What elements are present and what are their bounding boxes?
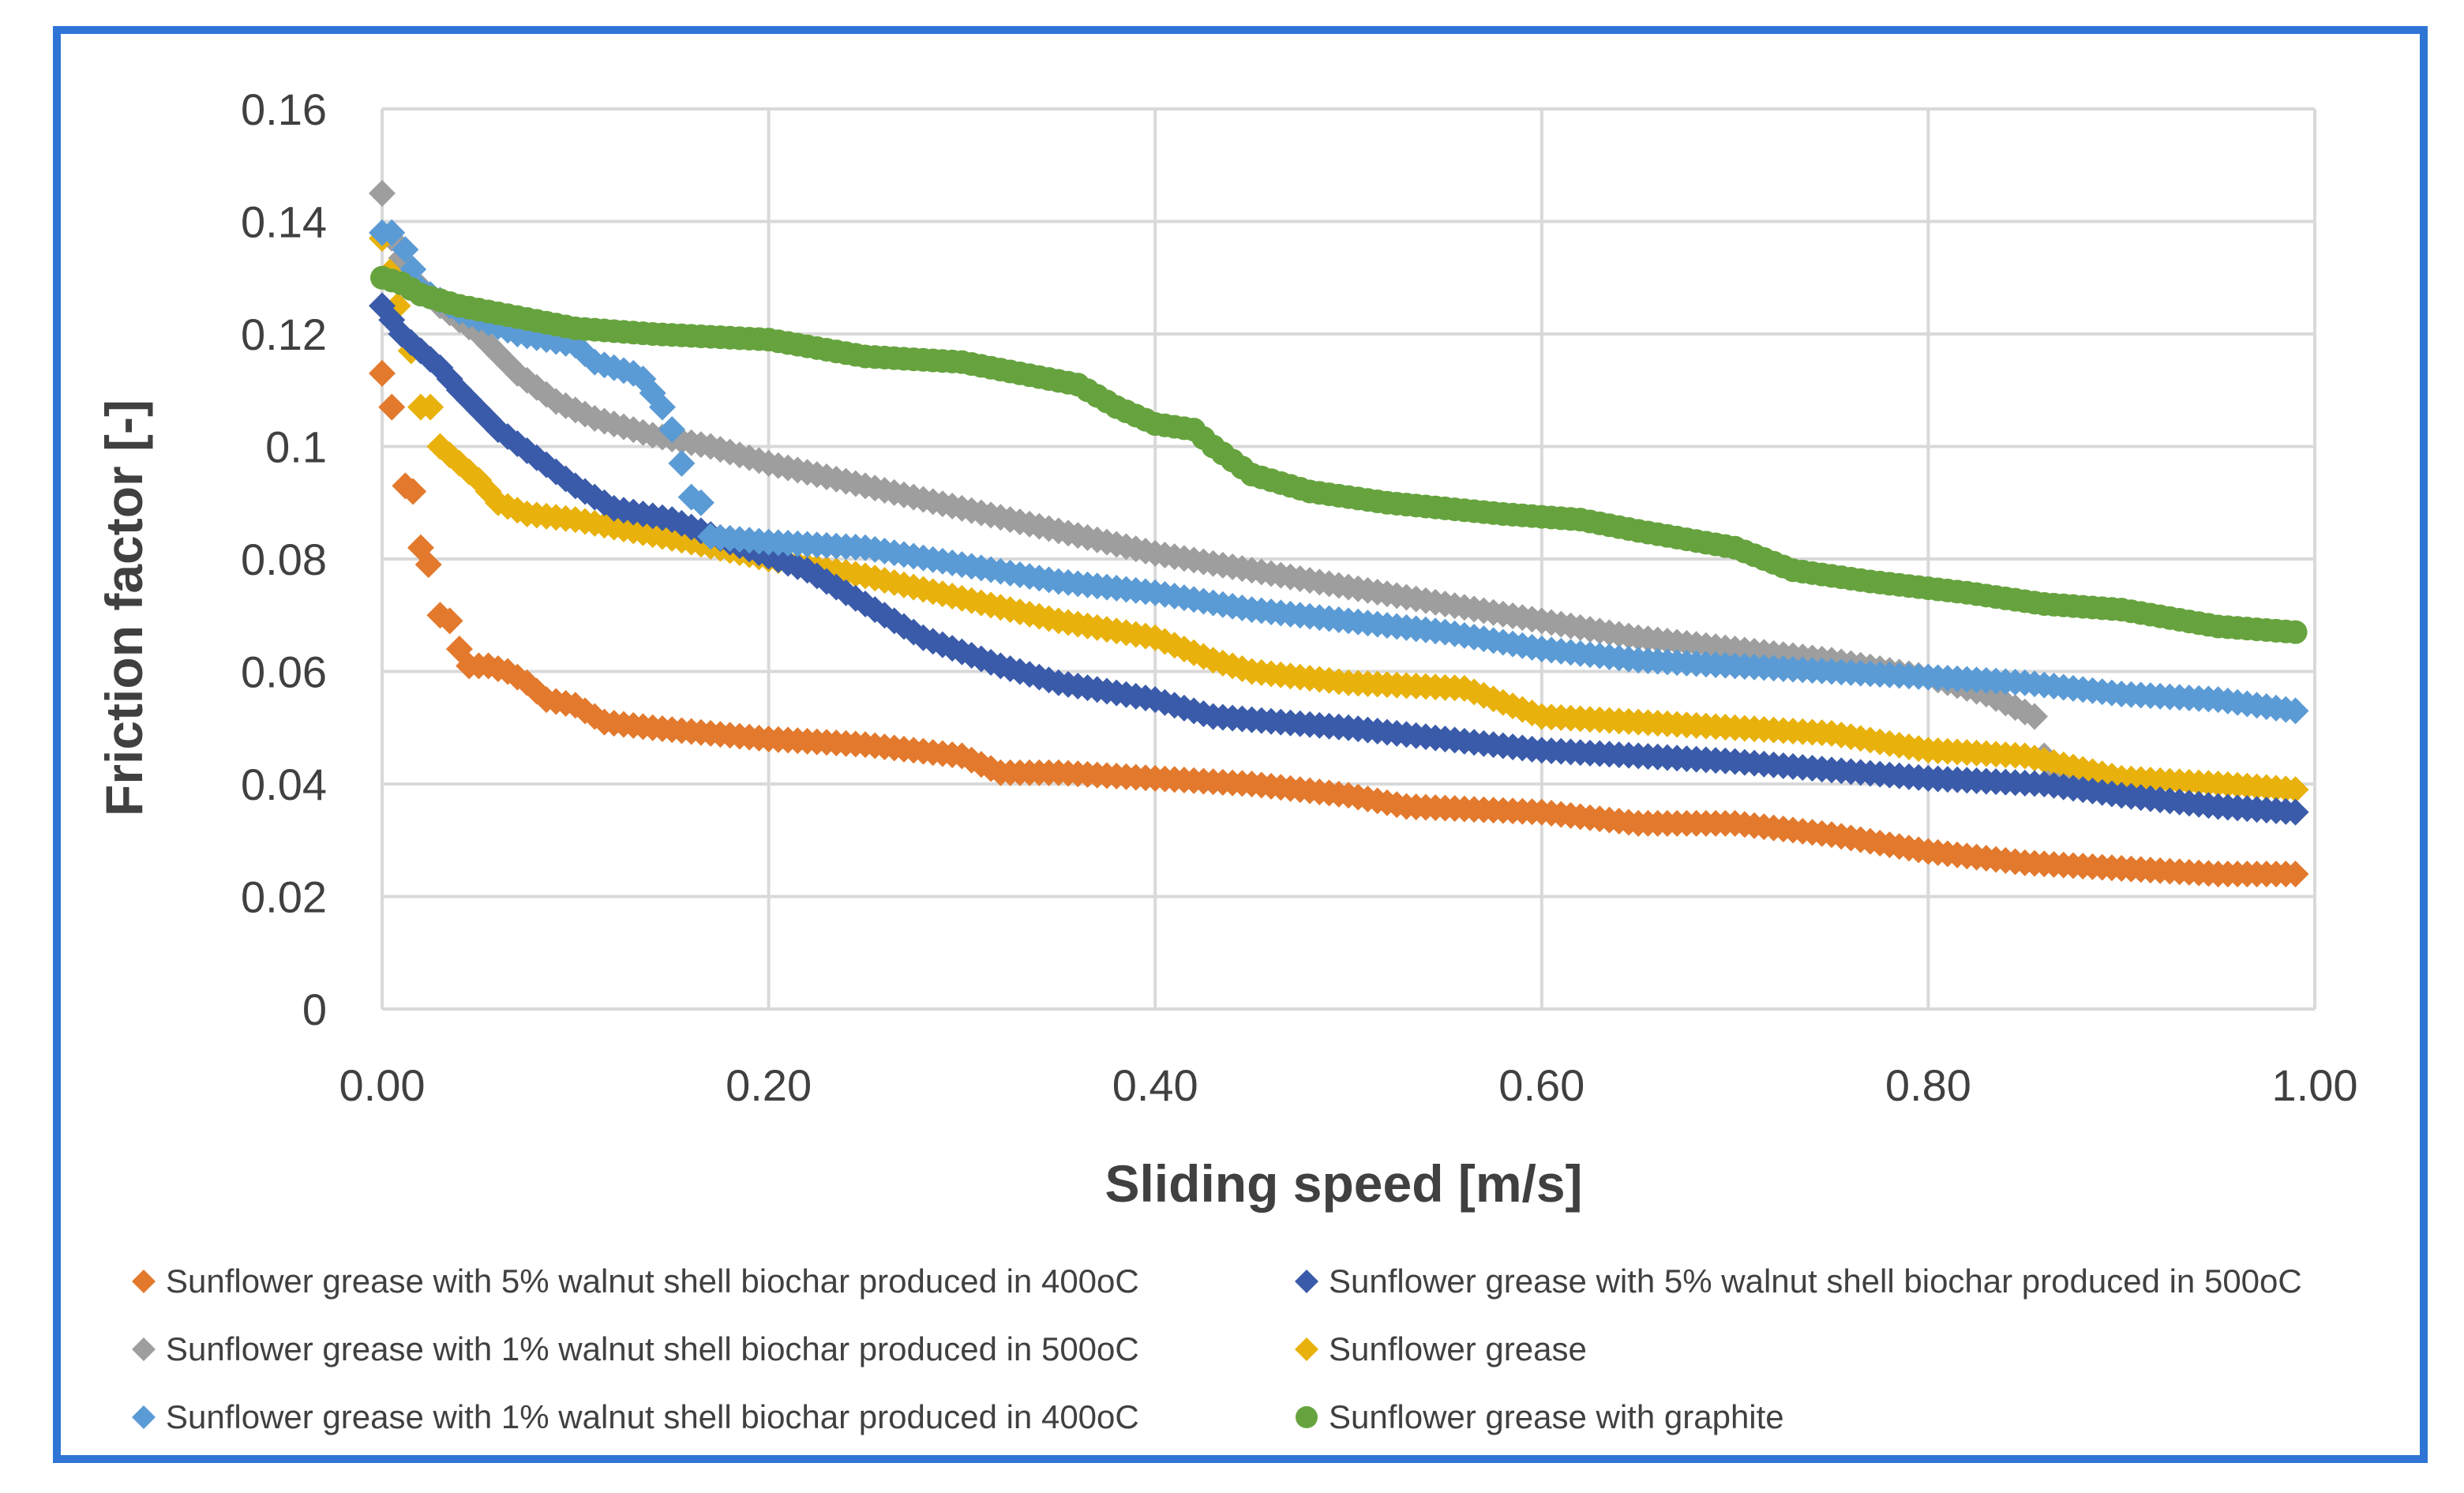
chart-border (53, 26, 2428, 1463)
legend-item: Sunflower grease with 5% walnut shell bi… (132, 1262, 1139, 1300)
y-tick-label: 0.12 (241, 309, 327, 359)
gridlines (381, 107, 2316, 1011)
data-point (399, 478, 427, 505)
x-tick-label: 0.40 (1112, 1060, 1198, 1110)
data-point (392, 236, 419, 264)
series-4 (369, 224, 2309, 804)
legend-marker (132, 1405, 156, 1429)
legend-item: Sunflower grease (1295, 1330, 1587, 1367)
data-point (2282, 861, 2309, 887)
data-point (793, 557, 821, 584)
legend-label: Sunflower grease with 1% walnut shell bi… (166, 1330, 1139, 1367)
legend-label: Sunflower grease with 5% walnut shell bi… (1329, 1262, 2302, 1300)
legend: Sunflower grease with 5% walnut shell bi… (132, 1262, 2302, 1435)
data-point (687, 489, 714, 516)
x-tick-label: 1.00 (2272, 1060, 2358, 1110)
series-layer (369, 179, 2309, 887)
data-point (2283, 620, 2308, 644)
data-point (2021, 703, 2049, 730)
series-2 (369, 292, 2309, 826)
data-point (668, 449, 696, 477)
x-axis-title: Sliding speed [m/s] (1104, 1154, 1582, 1213)
legend-marker (1296, 1406, 1318, 1428)
series-1 (369, 359, 2309, 887)
data-point (369, 179, 396, 207)
y-tick-label: 0 (302, 985, 327, 1034)
data-point (414, 551, 442, 579)
legend-label: Sunflower grease (1329, 1330, 1587, 1367)
legend-item: Sunflower grease with 1% walnut shell bi… (132, 1330, 1139, 1367)
data-point (2282, 697, 2309, 725)
legend-item: Sunflower grease with 1% walnut shell bi… (132, 1398, 1139, 1435)
x-tick-label: 0.80 (1885, 1060, 1971, 1110)
y-tick-label: 0.1 (265, 422, 327, 472)
legend-marker (1295, 1337, 1318, 1361)
series-6 (370, 265, 2308, 644)
legend-label: Sunflower grease with graphite (1329, 1398, 1784, 1435)
legend-label: Sunflower grease with 5% walnut shell bi… (166, 1262, 1139, 1300)
legend-label: Sunflower grease with 1% walnut shell bi… (166, 1398, 1139, 1435)
legend-marker (132, 1337, 156, 1361)
series-5 (369, 219, 2309, 725)
legend-item: Sunflower grease with 5% walnut shell bi… (1295, 1262, 2302, 1300)
data-point (658, 416, 686, 444)
y-tick-label: 0.02 (241, 872, 327, 922)
data-point (378, 219, 406, 246)
x-tick-label: 0.00 (339, 1060, 426, 1110)
x-tick-label: 0.20 (726, 1060, 812, 1110)
legend-marker (1295, 1270, 1318, 1293)
y-tick-label: 0.14 (241, 197, 327, 247)
data-point (417, 393, 444, 421)
y-tick-label: 0.08 (241, 535, 327, 584)
tick-labels: 0 0.02 0.04 0.06 0.08 0.1 0.12 0.14 0.16 0.00 0.20… (241, 84, 2358, 1110)
data-point (369, 359, 396, 387)
y-axis-title: Friction factor [-] (95, 400, 153, 816)
x-tick-label: 0.60 (1498, 1060, 1585, 1110)
y-tick-label: 0.16 (241, 84, 327, 134)
y-tick-label: 0.06 (241, 647, 327, 697)
data-point (648, 393, 676, 421)
data-point (378, 393, 406, 421)
data-point (2282, 798, 2309, 826)
legend-marker (132, 1270, 156, 1293)
y-tick-label: 0.04 (241, 760, 327, 809)
legend-item: Sunflower grease with graphite (1296, 1398, 1784, 1435)
data-point (2282, 776, 2309, 804)
data-point (436, 607, 463, 635)
